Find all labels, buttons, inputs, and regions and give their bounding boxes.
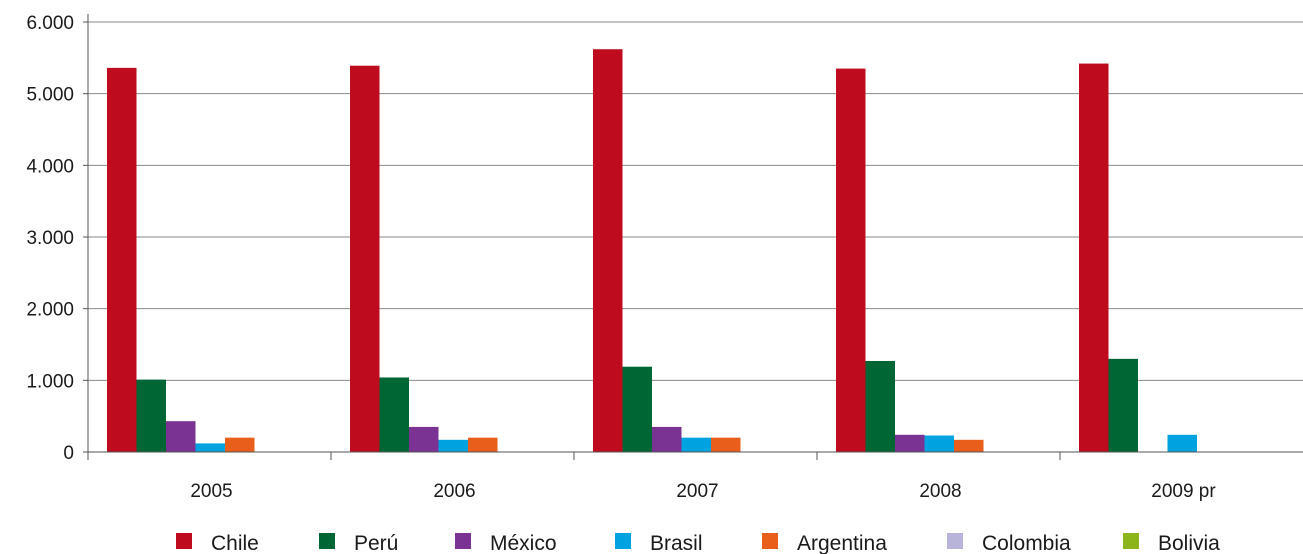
y-tick-label: 3.000 bbox=[26, 228, 74, 249]
bar-méxico-2007 bbox=[652, 426, 682, 452]
bar-perú-2009-pr bbox=[1108, 358, 1138, 452]
legend: Chile Perú México Brasil Argentina Colombia Bo… bbox=[176, 532, 1220, 554]
bar-brasil-2009-pr bbox=[1167, 434, 1197, 452]
bar-perú-2006 bbox=[379, 377, 409, 452]
legend-label-bolivia: Bolivia bbox=[1158, 532, 1220, 554]
bar-perú-2005 bbox=[136, 379, 166, 452]
x-category-label: 2005 bbox=[190, 481, 232, 502]
y-tick-label: 5.000 bbox=[26, 85, 74, 106]
legend-swatch bbox=[319, 533, 335, 549]
bar-brasil-2007 bbox=[681, 437, 711, 452]
legend-swatch bbox=[762, 533, 778, 549]
y-tick-label: 6.000 bbox=[26, 13, 74, 34]
bar-argentina-2008 bbox=[954, 439, 984, 452]
legend-label-argentina: Argentina bbox=[797, 532, 887, 554]
grid-lines bbox=[88, 21, 1303, 381]
legend-swatch bbox=[455, 533, 471, 549]
y-tick-label: 4.000 bbox=[26, 156, 74, 177]
bar-perú-2007 bbox=[622, 366, 652, 452]
legend-swatch bbox=[176, 533, 192, 549]
legend-label-brasil: Brasil bbox=[650, 532, 703, 554]
bar-chile-2009-pr bbox=[1079, 63, 1109, 453]
bar-argentina-2005 bbox=[225, 437, 255, 452]
bar-brasil-2005 bbox=[195, 443, 225, 452]
bar-brasil-2006 bbox=[438, 439, 468, 452]
legend-label-méxico: México bbox=[490, 532, 557, 554]
x-category-label: 2006 bbox=[433, 481, 475, 502]
axes bbox=[87, 14, 1303, 460]
legend-swatch bbox=[1123, 533, 1139, 549]
bar-méxico-2008 bbox=[895, 434, 925, 452]
x-category-label: 2008 bbox=[919, 481, 961, 502]
bar-chile-2005 bbox=[107, 67, 137, 452]
x-axis-labels: 2005 2006 2007 2008 2009 pr bbox=[190, 481, 1216, 502]
bar-méxico-2006 bbox=[409, 426, 439, 452]
bar-chile-2006 bbox=[350, 65, 380, 452]
legend-swatch bbox=[615, 533, 631, 549]
legend-swatch bbox=[947, 533, 963, 549]
legend-label-colombia: Colombia bbox=[982, 532, 1071, 554]
bars bbox=[107, 49, 1197, 453]
y-axis-ticks: 0 1.000 2.000 3.000 4.000 5.000 6.000 bbox=[26, 13, 88, 464]
bar-argentina-2007 bbox=[711, 437, 741, 452]
bar-argentina-2006 bbox=[468, 437, 498, 452]
bar-chile-2007 bbox=[593, 49, 623, 452]
y-tick-label: 2.000 bbox=[26, 300, 74, 321]
x-category-label: 2007 bbox=[676, 481, 718, 502]
bar-brasil-2008 bbox=[924, 435, 954, 452]
x-category-label: 2009 pr bbox=[1151, 481, 1216, 502]
bar-méxico-2005 bbox=[166, 421, 196, 452]
y-tick-label: 0 bbox=[63, 443, 74, 464]
bar-chile-2008 bbox=[836, 68, 866, 452]
legend-label-chile: Chile bbox=[211, 532, 259, 554]
y-tick-label: 1.000 bbox=[26, 371, 74, 392]
bar-perú-2008 bbox=[865, 360, 895, 452]
legend-label-perú: Perú bbox=[354, 532, 398, 554]
